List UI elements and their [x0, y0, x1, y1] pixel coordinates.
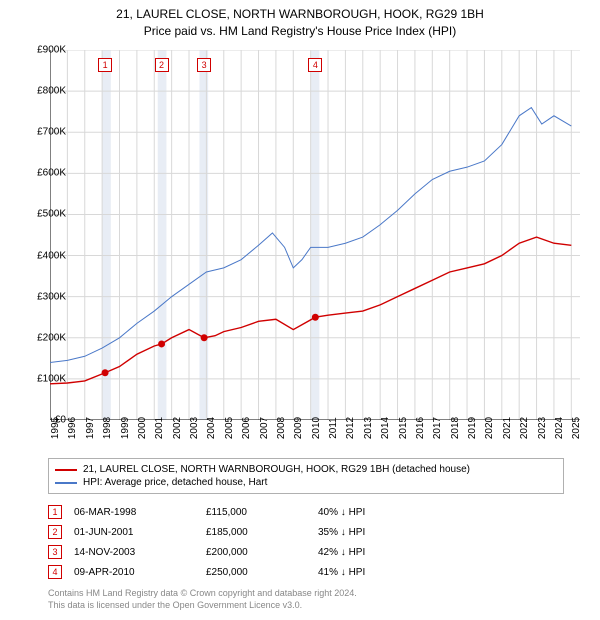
sales-table: 1 06-MAR-1998 £115,000 40% ↓ HPI 2 01-JU… — [48, 502, 418, 582]
legend-item-hpi: HPI: Average price, detached house, Hart — [55, 476, 557, 489]
table-row: 2 01-JUN-2001 £185,000 35% ↓ HPI — [48, 522, 418, 542]
chart-area: 1 2 3 4 — [50, 50, 580, 420]
x-tick-label: 2013 — [363, 417, 374, 439]
y-tick-label: £800K — [37, 86, 66, 97]
sale-marker-icon: 2 — [48, 525, 62, 539]
legend-label-hpi: HPI: Average price, detached house, Hart — [83, 477, 267, 488]
y-tick-label: £500K — [37, 209, 66, 220]
sale-marker-icon: 1 — [48, 505, 62, 519]
x-tick-label: 2019 — [467, 417, 478, 439]
x-tick-label: 2009 — [293, 417, 304, 439]
x-tick-label: 2011 — [328, 417, 339, 439]
x-tick-label: 2002 — [172, 417, 183, 439]
chart-svg — [50, 50, 580, 420]
x-tick-label: 2004 — [206, 417, 217, 439]
chart-sale-marker-icon: 4 — [308, 58, 322, 72]
sale-marker-icon: 4 — [48, 565, 62, 579]
chart-sale-marker-icon: 1 — [98, 58, 112, 72]
x-tick-label: 2024 — [554, 417, 565, 439]
title-block: 21, LAUREL CLOSE, NORTH WARNBOROUGH, HOO… — [0, 0, 600, 40]
legend: 21, LAUREL CLOSE, NORTH WARNBOROUGH, HOO… — [48, 458, 564, 494]
y-tick-label: £100K — [37, 373, 66, 384]
x-tick-label: 1998 — [102, 417, 113, 439]
chart-sale-marker-icon: 2 — [155, 58, 169, 72]
legend-item-property: 21, LAUREL CLOSE, NORTH WARNBOROUGH, HOO… — [55, 463, 557, 476]
sale-price: £250,000 — [206, 567, 306, 578]
y-tick-label: £200K — [37, 332, 66, 343]
title-line-2: Price paid vs. HM Land Registry's House … — [0, 23, 600, 40]
x-tick-label: 2008 — [276, 417, 287, 439]
y-tick-label: £700K — [37, 127, 66, 138]
legend-swatch-property — [55, 469, 77, 471]
sale-marker-icon: 3 — [48, 545, 62, 559]
y-tick-label: £400K — [37, 250, 66, 261]
x-tick-label: 2023 — [537, 417, 548, 439]
sale-pct: 42% ↓ HPI — [318, 547, 418, 558]
x-tick-label: 2020 — [484, 417, 495, 439]
x-tick-label: 2001 — [154, 417, 165, 439]
table-row: 3 14-NOV-2003 £200,000 42% ↓ HPI — [48, 542, 418, 562]
x-tick-label: 2005 — [224, 417, 235, 439]
x-tick-label: 2003 — [189, 417, 200, 439]
legend-label-property: 21, LAUREL CLOSE, NORTH WARNBOROUGH, HOO… — [83, 464, 470, 475]
sale-price: £115,000 — [206, 507, 306, 518]
chart-sale-marker-icon: 3 — [197, 58, 211, 72]
x-tick-label: 2007 — [259, 417, 270, 439]
title-line-1: 21, LAUREL CLOSE, NORTH WARNBOROUGH, HOO… — [0, 6, 600, 23]
x-tick-label: 2012 — [345, 417, 356, 439]
x-tick-label: 1997 — [85, 417, 96, 439]
x-tick-label: 2010 — [311, 417, 322, 439]
x-tick-label: 1996 — [67, 417, 78, 439]
x-tick-label: 2006 — [241, 417, 252, 439]
attribution-l2: This data is licensed under the Open Gov… — [48, 600, 564, 612]
sale-pct: 35% ↓ HPI — [318, 527, 418, 538]
x-tick-label: 2015 — [398, 417, 409, 439]
sale-pct: 40% ↓ HPI — [318, 507, 418, 518]
x-tick-label: 2014 — [380, 417, 391, 439]
attribution-l1: Contains HM Land Registry data © Crown c… — [48, 588, 564, 600]
x-tick-label: 2018 — [450, 417, 461, 439]
sale-date: 06-MAR-1998 — [74, 507, 194, 518]
chart-container: 21, LAUREL CLOSE, NORTH WARNBOROUGH, HOO… — [0, 0, 600, 620]
y-tick-label: £600K — [37, 168, 66, 179]
table-row: 1 06-MAR-1998 £115,000 40% ↓ HPI — [48, 502, 418, 522]
sale-pct: 41% ↓ HPI — [318, 567, 418, 578]
x-tick-label: 1995 — [50, 417, 61, 439]
sale-date: 01-JUN-2001 — [74, 527, 194, 538]
table-row: 4 09-APR-2010 £250,000 41% ↓ HPI — [48, 562, 418, 582]
x-tick-label: 2022 — [519, 417, 530, 439]
sale-date: 14-NOV-2003 — [74, 547, 194, 558]
y-tick-label: £900K — [37, 45, 66, 56]
x-tick-label: 2021 — [502, 417, 513, 439]
sale-price: £185,000 — [206, 527, 306, 538]
sale-price: £200,000 — [206, 547, 306, 558]
x-tick-label: 1999 — [120, 417, 131, 439]
x-tick-label: 2017 — [432, 417, 443, 439]
x-tick-label: 2000 — [137, 417, 148, 439]
sale-date: 09-APR-2010 — [74, 567, 194, 578]
x-tick-label: 2025 — [571, 417, 582, 439]
attribution: Contains HM Land Registry data © Crown c… — [48, 588, 564, 611]
y-tick-label: £300K — [37, 291, 66, 302]
legend-swatch-hpi — [55, 482, 77, 484]
x-tick-label: 2016 — [415, 417, 426, 439]
